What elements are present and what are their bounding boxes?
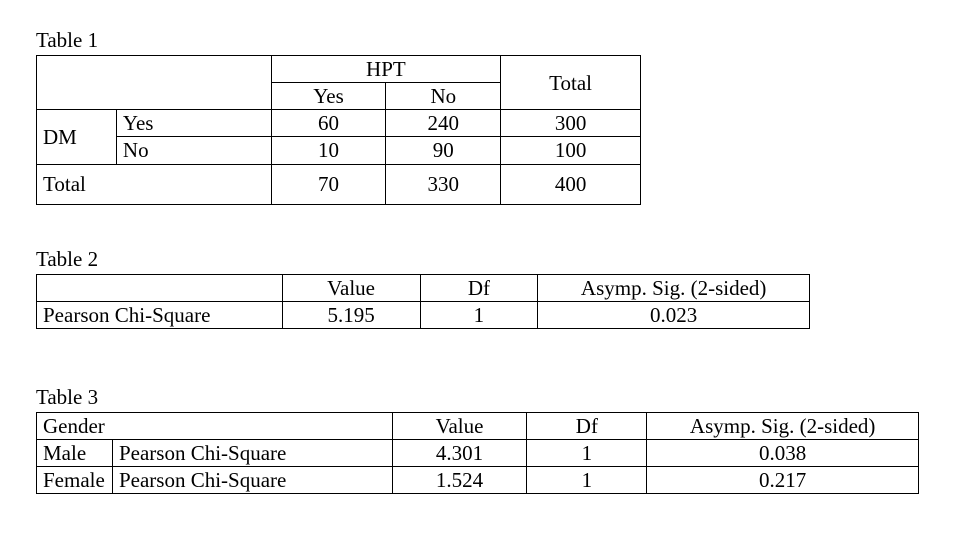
table-row: Gender Value Df Asymp. Sig. (2-sided) xyxy=(37,412,919,439)
table1-cell: 100 xyxy=(501,137,641,164)
table-row: Pearson Chi-Square 5.195 1 0.023 xyxy=(37,301,810,328)
table-row: Male Pearson Chi-Square 4.301 1 0.038 xyxy=(37,439,919,466)
table3-gender-cell: Male xyxy=(37,439,113,466)
page: Table 1 HPT Total Yes No DM Yes 60 240 3… xyxy=(0,0,973,522)
table1-hpt-header: HPT xyxy=(271,56,501,83)
table2-caption: Table 2 xyxy=(36,247,937,272)
table2-cell: 0.023 xyxy=(538,301,810,328)
table1-cell: 400 xyxy=(501,164,641,204)
table1-cell: 60 xyxy=(271,110,386,137)
table-row: Female Pearson Chi-Square 1.524 1 0.217 xyxy=(37,467,919,494)
table2-row-label: Pearson Chi-Square xyxy=(37,301,283,328)
table3-asymp-header: Asymp. Sig. (2-sided) xyxy=(647,412,919,439)
table1-dm-yes-label: Yes xyxy=(116,110,271,137)
table1-caption: Table 1 xyxy=(36,28,937,53)
table3-gender-cell: Female xyxy=(37,467,113,494)
table-row: HPT Total xyxy=(37,56,641,83)
table3-df-header: Df xyxy=(527,412,647,439)
table-row: DM Yes 60 240 300 xyxy=(37,110,641,137)
table2-value-header: Value xyxy=(282,274,420,301)
table2-cell: 5.195 xyxy=(282,301,420,328)
table1-cell: 90 xyxy=(386,137,501,164)
table1-cell: 240 xyxy=(386,110,501,137)
table1-cell: 330 xyxy=(386,164,501,204)
table3-cell: 1 xyxy=(527,467,647,494)
table3-value-header: Value xyxy=(392,412,527,439)
table1-dm-header: DM xyxy=(37,110,117,164)
table-row: Value Df Asymp. Sig. (2-sided) xyxy=(37,274,810,301)
table2-blank-header xyxy=(37,274,283,301)
table3-cell: 1 xyxy=(527,439,647,466)
table3-stat-cell: Pearson Chi-Square xyxy=(112,439,392,466)
spacer xyxy=(36,205,937,247)
table3-gender-header: Gender xyxy=(37,412,393,439)
spacer xyxy=(36,329,937,385)
table1-cell: 300 xyxy=(501,110,641,137)
table-row: Total 70 330 400 xyxy=(37,164,641,204)
table1-hpt-yes-header: Yes xyxy=(271,83,386,110)
table-row: No 10 90 100 xyxy=(37,137,641,164)
table1: HPT Total Yes No DM Yes 60 240 300 No 10… xyxy=(36,55,641,205)
table3-caption: Table 3 xyxy=(36,385,937,410)
table3-cell: 0.217 xyxy=(647,467,919,494)
table3-stat-cell: Pearson Chi-Square xyxy=(112,467,392,494)
table1-total-header: Total xyxy=(501,56,641,110)
table2-df-header: Df xyxy=(420,274,538,301)
table2-asymp-header: Asymp. Sig. (2-sided) xyxy=(538,274,810,301)
table2-cell: 1 xyxy=(420,301,538,328)
table3-cell: 0.038 xyxy=(647,439,919,466)
table1-cell: 70 xyxy=(271,164,386,204)
table2: Value Df Asymp. Sig. (2-sided) Pearson C… xyxy=(36,274,810,329)
table1-total-row-label: Total xyxy=(37,164,272,204)
table3: Gender Value Df Asymp. Sig. (2-sided) Ma… xyxy=(36,412,919,494)
table1-dm-no-label: No xyxy=(116,137,271,164)
table3-cell: 4.301 xyxy=(392,439,527,466)
table1-cell: 10 xyxy=(271,137,386,164)
table3-cell: 1.524 xyxy=(392,467,527,494)
table1-hpt-no-header: No xyxy=(386,83,501,110)
table1-corner xyxy=(37,56,272,110)
